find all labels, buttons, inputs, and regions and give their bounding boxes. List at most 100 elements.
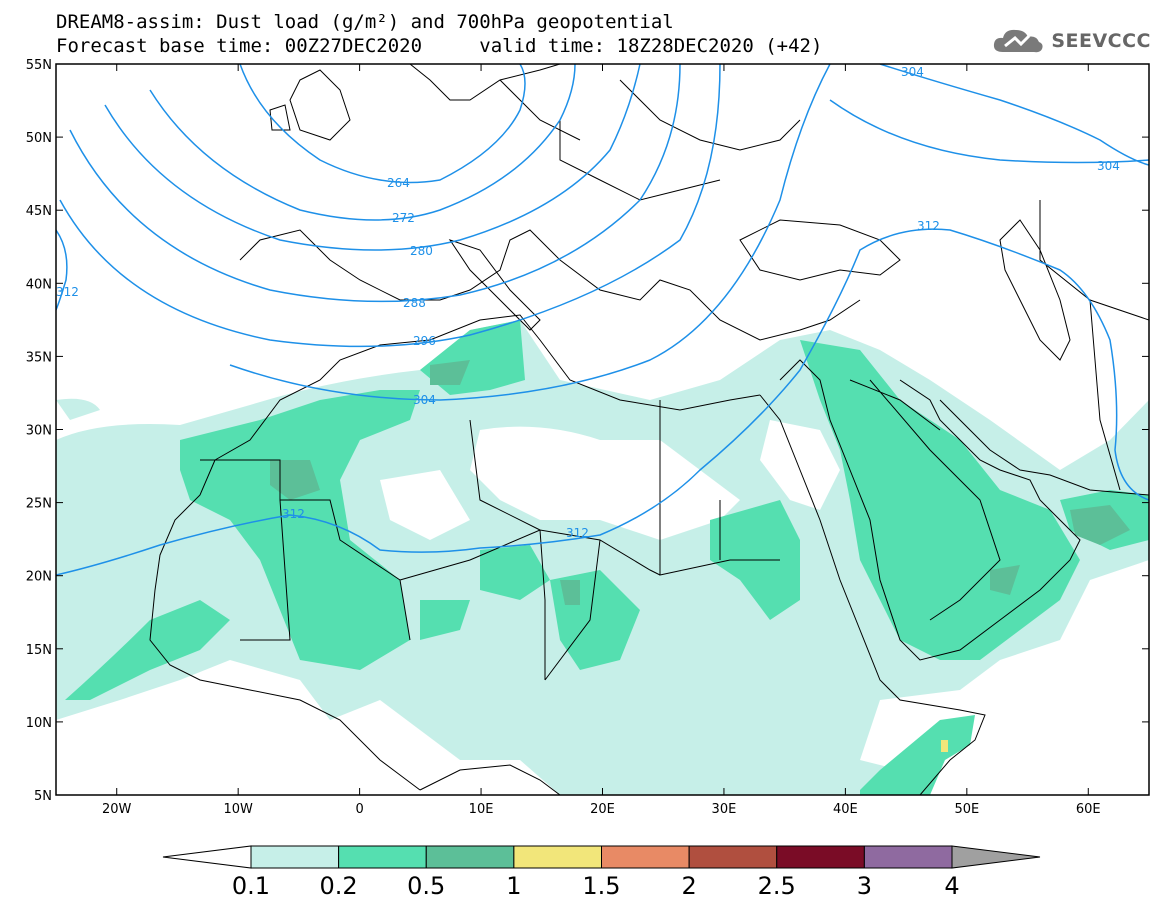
lat-tick-label: 45N bbox=[26, 204, 52, 219]
lon-tick-label: 20W bbox=[102, 802, 132, 817]
contour-label: 312 bbox=[917, 219, 940, 233]
contour-312-left bbox=[56, 229, 68, 311]
colorbar-level-label: 4 bbox=[944, 872, 959, 900]
dust-region-high bbox=[941, 740, 948, 752]
colorbar-swatch bbox=[513, 845, 602, 869]
coastline-africa bbox=[149, 459, 561, 795]
border-line bbox=[499, 79, 801, 201]
colorbar-swatch bbox=[338, 845, 427, 869]
contour-label: 272 bbox=[392, 211, 415, 225]
colorbar-swatch bbox=[250, 845, 340, 869]
lon-axis: 20W 10W 0 10E 20E 30E 40E 50E 60E bbox=[102, 64, 1101, 817]
map-subtitle: Forecast base time: 00Z27DEC2020 valid t… bbox=[56, 36, 822, 56]
lat-tick-label: 10N bbox=[26, 716, 52, 731]
lat-tick-label: 25N bbox=[26, 497, 52, 512]
seevccc-logo: SEEVCCC bbox=[991, 26, 1151, 56]
contour-280 bbox=[104, 64, 641, 251]
lon-tick-label: 20E bbox=[590, 802, 615, 817]
colorbar-level-label: 0.5 bbox=[407, 872, 445, 900]
contour-label: 304 bbox=[1097, 159, 1120, 173]
lon-tick-label: 10W bbox=[223, 802, 253, 817]
coastline-uk bbox=[269, 69, 351, 141]
colorbar-swatch bbox=[863, 845, 953, 869]
coastline-italy bbox=[448, 239, 541, 331]
lon-tick-label: 30E bbox=[712, 802, 737, 817]
lat-tick-label: 5N bbox=[34, 789, 52, 804]
contour-label: 304 bbox=[413, 393, 436, 407]
contour-label: 312 bbox=[566, 526, 589, 540]
lon-tick-label: 60E bbox=[1076, 802, 1101, 817]
border-line bbox=[200, 400, 780, 681]
colorbar-level-label: 0.1 bbox=[232, 872, 270, 900]
dust-clear-area bbox=[760, 420, 840, 510]
contour-312-west bbox=[56, 228, 1149, 576]
dust-region-dark bbox=[270, 460, 320, 500]
lat-tick-label: 15N bbox=[26, 643, 52, 658]
lon-tick-label: 40E bbox=[833, 802, 858, 817]
lat-tick-label: 50N bbox=[26, 131, 52, 146]
coastlines-borders bbox=[149, 64, 1149, 795]
contour-304-east2 bbox=[829, 99, 1149, 164]
cloud-icon bbox=[994, 29, 1043, 53]
coastline-scandinavia bbox=[409, 64, 561, 101]
contour-304-east bbox=[879, 64, 1149, 166]
contour-272 bbox=[149, 64, 576, 221]
dust-region-light bbox=[56, 398, 100, 420]
lat-tick-label: 55N bbox=[26, 58, 52, 73]
dust-region-medium bbox=[420, 600, 470, 640]
coastline-caspian bbox=[999, 219, 1071, 361]
lat-tick-label: 20N bbox=[26, 570, 52, 585]
colorbar-swatch bbox=[425, 845, 515, 869]
geopotential-contours bbox=[56, 64, 1149, 576]
lon-tick-label: 50E bbox=[954, 802, 979, 817]
border-line bbox=[849, 200, 1149, 621]
base-time-label: Forecast base time: 00Z27DEC2020 bbox=[56, 35, 423, 57]
contour-label: 296 bbox=[413, 334, 436, 348]
contour-264 bbox=[239, 64, 526, 184]
lat-axis: 55N 50N 45N 40N 35N 30N 25N 20N 15N 10N 5N bbox=[26, 58, 1149, 804]
dust-region-dark bbox=[430, 360, 470, 385]
colorbar: 0.1 0.2 0.5 1 1.5 2 2.5 3 4 bbox=[162, 845, 1041, 900]
lon-tick-label: 10E bbox=[469, 802, 494, 817]
colorbar-level-label: 2 bbox=[681, 872, 696, 900]
contour-304 bbox=[229, 64, 831, 401]
dust-clear-area bbox=[380, 470, 470, 540]
dust-region-medium bbox=[860, 715, 975, 795]
contour-label: 304 bbox=[901, 65, 924, 79]
logo-text: SEEVCCC bbox=[1051, 30, 1151, 52]
colorbar-level-label: 3 bbox=[857, 872, 872, 900]
colorbar-underflow bbox=[162, 845, 252, 869]
colorbar-level-label: 0.2 bbox=[320, 872, 358, 900]
valid-time-label: valid time: 18Z28DEC2020 (+42) bbox=[479, 35, 823, 57]
lat-tick-label: 30N bbox=[26, 424, 52, 439]
contour-label: 280 bbox=[410, 244, 433, 258]
colorbar-swatch bbox=[688, 845, 778, 869]
dust-region-dark bbox=[560, 580, 580, 605]
contour-label: 288 bbox=[403, 296, 426, 310]
dust-region-medium bbox=[65, 600, 230, 700]
contour-label: 312 bbox=[56, 285, 79, 299]
coastline-europe bbox=[239, 229, 861, 341]
contour-label: 264 bbox=[387, 176, 410, 190]
colorbar-swatch bbox=[601, 845, 690, 869]
contour-labels: 264 272 280 288 296 304 312 304 304 312 … bbox=[56, 65, 1120, 540]
colorbar-overflow bbox=[951, 845, 1041, 869]
colorbar-swatch bbox=[776, 845, 865, 869]
dust-clear-area bbox=[470, 426, 740, 540]
colorbar-level-label: 2.5 bbox=[758, 872, 796, 900]
contour-label: 312 bbox=[282, 507, 305, 521]
lon-tick-label: 0 bbox=[355, 802, 363, 817]
dust-region-medium bbox=[480, 545, 550, 600]
coastline-red-sea bbox=[759, 394, 986, 795]
map-title: DREAM8-assim: Dust load (g/m²) and 700hP… bbox=[56, 11, 674, 33]
contour-288 bbox=[69, 64, 681, 303]
coastline-arabia bbox=[779, 359, 1081, 661]
lat-tick-label: 35N bbox=[26, 350, 52, 365]
dust-layer bbox=[56, 320, 1149, 795]
colorbar-level-label: 1.5 bbox=[582, 872, 620, 900]
dust-region-dark bbox=[1070, 505, 1130, 545]
lat-tick-label: 40N bbox=[26, 277, 52, 292]
dust-region-dark bbox=[990, 565, 1020, 595]
coastline-persian-gulf bbox=[939, 399, 1149, 496]
